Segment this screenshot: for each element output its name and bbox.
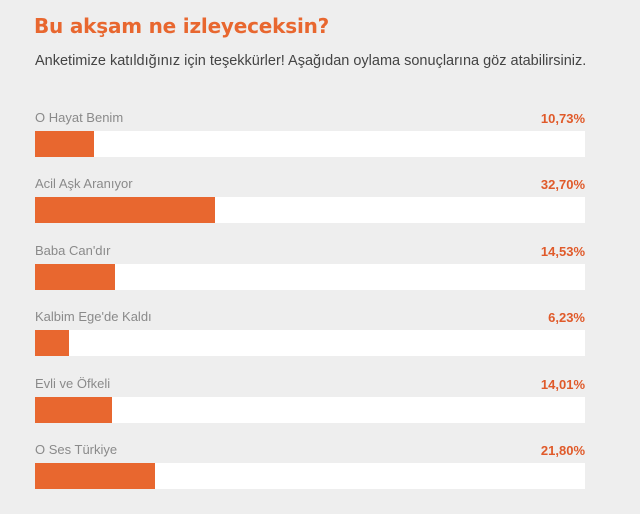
result-bar-track bbox=[35, 462, 585, 489]
result-bar-fill bbox=[35, 131, 94, 157]
result-label: Evli ve Öfkeli bbox=[35, 375, 111, 391]
result-item-kalbim-egede-kaldi: Kalbim Ege'de Kaldı 6,23% bbox=[35, 309, 585, 375]
result-percent: 32,70% bbox=[540, 177, 585, 193]
result-bar-track bbox=[35, 330, 585, 357]
result-percent: 10,73% bbox=[540, 111, 585, 126]
poll-title: Bu akşam ne izleyeceksin? bbox=[34, 14, 330, 38]
result-label: Kalbim Ege'de Kaldı bbox=[35, 309, 152, 325]
result-bar-fill bbox=[35, 197, 215, 224]
result-percent: 14,01% bbox=[540, 376, 585, 392]
result-percent: 14,53% bbox=[540, 243, 585, 259]
result-item-evli-ve-ofkeli: Evli ve Öfkeli 14,01% bbox=[35, 376, 585, 442]
result-percent: 6,23% bbox=[548, 310, 585, 326]
result-label: Baba Can'dır bbox=[35, 242, 111, 258]
result-label: O Ses Türkiye bbox=[35, 441, 118, 457]
result-percent: 21,80% bbox=[540, 442, 585, 458]
result-label: Acil Aşk Aranıyor bbox=[35, 176, 133, 192]
poll-results: O Hayat Benim 10,73% Acil Aşk Aranıyor 3… bbox=[35, 110, 585, 508]
result-bar-fill bbox=[35, 330, 70, 357]
result-item-acil-ask-araniyor: Acil Aşk Aranıyor 32,70% bbox=[35, 176, 585, 242]
result-bar-fill bbox=[35, 263, 115, 290]
poll-subtitle: Anketimize katıldığınız için teşekkürler… bbox=[35, 53, 587, 69]
result-item-o-ses-turkiye: O Ses Türkiye 21,80% bbox=[35, 442, 585, 508]
result-bar-track bbox=[35, 396, 585, 423]
result-bar-track bbox=[35, 131, 585, 157]
result-bar-track bbox=[35, 197, 585, 224]
result-item-baba-candir: Baba Can'dır 14,53% bbox=[35, 243, 585, 309]
result-bar-fill bbox=[35, 462, 155, 489]
result-bar-fill bbox=[35, 396, 113, 423]
result-bar-track bbox=[35, 263, 585, 290]
result-item-o-hayat-benim: O Hayat Benim 10,73% bbox=[35, 110, 585, 176]
result-label: O Hayat Benim bbox=[35, 110, 124, 125]
